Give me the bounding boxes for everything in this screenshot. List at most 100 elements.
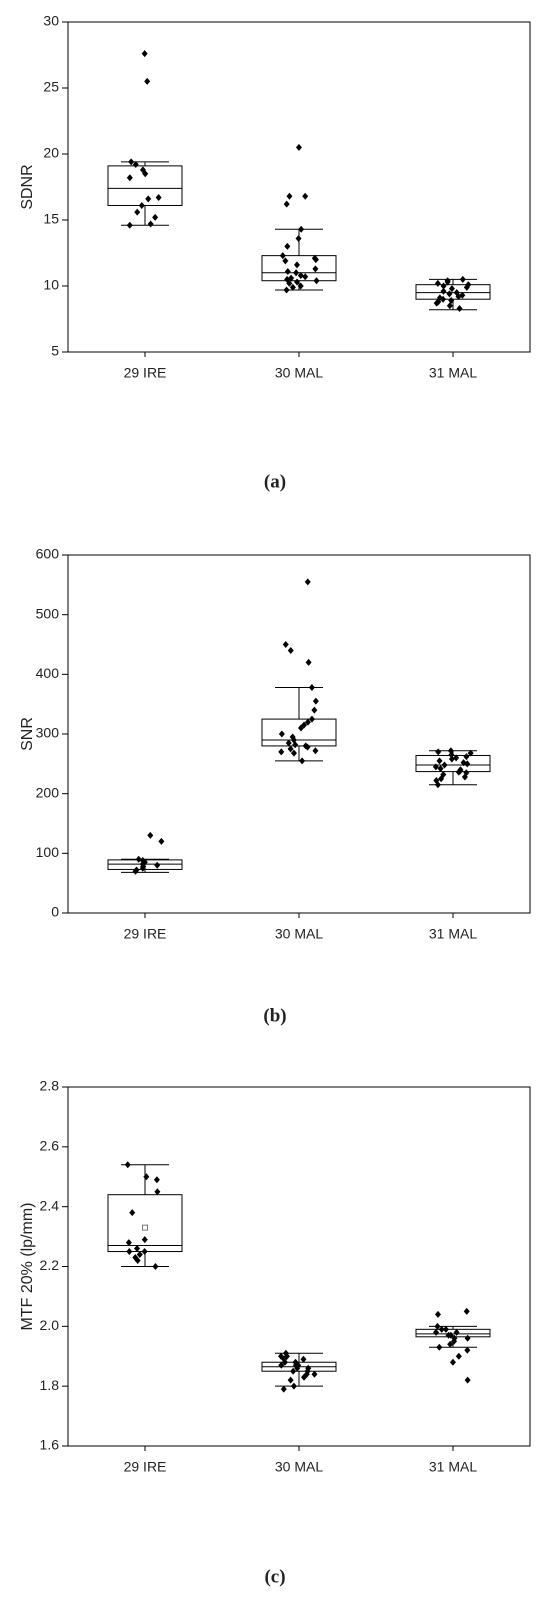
data-point bbox=[440, 282, 447, 290]
data-point bbox=[286, 279, 293, 287]
caption: (a) bbox=[264, 471, 286, 492]
data-point bbox=[285, 739, 292, 747]
data-point bbox=[308, 683, 315, 691]
data-point bbox=[434, 781, 441, 789]
data-point bbox=[292, 741, 299, 749]
data-point bbox=[287, 745, 294, 753]
data-point bbox=[297, 282, 304, 290]
data-point bbox=[281, 1358, 288, 1366]
data-point bbox=[126, 221, 133, 229]
y-tick-label: 600 bbox=[36, 546, 60, 562]
y-tick-label: 100 bbox=[36, 844, 60, 860]
data-point bbox=[451, 1337, 458, 1345]
data-point bbox=[301, 1373, 308, 1381]
data-point bbox=[441, 761, 448, 769]
data-point bbox=[453, 754, 460, 762]
data-point bbox=[299, 757, 306, 765]
data-point bbox=[433, 299, 440, 307]
y-tick-label: 20 bbox=[43, 145, 59, 161]
data-point bbox=[304, 578, 311, 586]
y-tick-label: 30 bbox=[43, 13, 59, 29]
x-tick-label: 31 MAL bbox=[429, 1459, 477, 1475]
data-point bbox=[295, 143, 302, 151]
y-tick-label: 200 bbox=[36, 784, 60, 800]
data-point bbox=[444, 278, 451, 286]
data-point bbox=[158, 837, 165, 845]
data-point bbox=[134, 1245, 141, 1253]
plot-frame bbox=[67, 21, 531, 353]
data-point bbox=[129, 1209, 136, 1217]
data-point bbox=[302, 192, 309, 200]
y-tick-label: 15 bbox=[43, 211, 59, 227]
data-point bbox=[286, 192, 293, 200]
data-point bbox=[313, 277, 320, 285]
data-point bbox=[459, 275, 466, 283]
data-point bbox=[293, 269, 300, 277]
data-point bbox=[300, 1355, 307, 1363]
data-point bbox=[294, 278, 301, 286]
x-tick-label: 29 IRE bbox=[124, 365, 167, 381]
data-point bbox=[312, 747, 319, 755]
data-point bbox=[438, 1325, 445, 1333]
data-point bbox=[463, 753, 470, 761]
x-tick-label: 30 MAL bbox=[275, 365, 323, 381]
data-point bbox=[304, 743, 311, 751]
data-point bbox=[446, 302, 453, 310]
data-point bbox=[440, 287, 447, 295]
data-point bbox=[126, 1248, 133, 1256]
y-tick-label: 2.2 bbox=[40, 1257, 60, 1273]
data-point bbox=[433, 1328, 440, 1336]
y-tick-label: 10 bbox=[43, 277, 59, 293]
data-point bbox=[442, 1325, 449, 1333]
data-point bbox=[295, 234, 302, 242]
data-point bbox=[434, 279, 441, 287]
y-tick-label: 25 bbox=[43, 79, 59, 95]
data-point bbox=[139, 864, 146, 872]
data-point bbox=[154, 861, 161, 869]
box bbox=[261, 718, 337, 747]
y-tick-label: 2.6 bbox=[40, 1138, 60, 1154]
data-point bbox=[434, 1310, 441, 1318]
data-point bbox=[134, 1257, 141, 1265]
data-point bbox=[449, 1358, 456, 1366]
caption: (c) bbox=[264, 1566, 285, 1587]
data-point bbox=[278, 748, 285, 756]
data-point bbox=[294, 1364, 301, 1372]
data-point bbox=[284, 267, 291, 275]
data-point bbox=[464, 1334, 471, 1342]
data-point bbox=[297, 271, 304, 279]
mean-marker bbox=[142, 1224, 148, 1231]
y-tick-label: 400 bbox=[36, 665, 60, 681]
data-point bbox=[284, 242, 291, 250]
x-tick-label: 30 MAL bbox=[275, 1459, 323, 1475]
data-point bbox=[282, 641, 289, 648]
data-point bbox=[154, 1188, 161, 1196]
data-point bbox=[448, 285, 455, 293]
data-point bbox=[448, 297, 455, 305]
data-point bbox=[298, 225, 305, 233]
data-point bbox=[290, 1382, 297, 1390]
data-point bbox=[447, 1340, 454, 1348]
data-point bbox=[455, 768, 462, 776]
y-tick-label: 1.8 bbox=[40, 1377, 60, 1393]
data-point bbox=[455, 1352, 462, 1360]
data-point bbox=[308, 715, 315, 723]
box bbox=[261, 255, 337, 282]
y-tick-label: 2.8 bbox=[40, 1078, 60, 1094]
data-point bbox=[134, 208, 141, 216]
data-point bbox=[143, 1173, 150, 1181]
data-point bbox=[132, 161, 139, 169]
y-tick-label: 1.6 bbox=[40, 1437, 60, 1453]
data-point bbox=[283, 200, 290, 208]
data-point bbox=[289, 283, 296, 291]
data-point bbox=[467, 749, 474, 757]
data-point bbox=[463, 283, 470, 291]
data-point bbox=[290, 1367, 297, 1375]
data-point bbox=[128, 158, 135, 166]
data-point bbox=[152, 213, 159, 221]
data-point bbox=[312, 697, 319, 705]
x-tick-label: 31 MAL bbox=[429, 926, 477, 942]
y-axis-label: SNR bbox=[19, 717, 36, 751]
data-point bbox=[438, 775, 445, 783]
